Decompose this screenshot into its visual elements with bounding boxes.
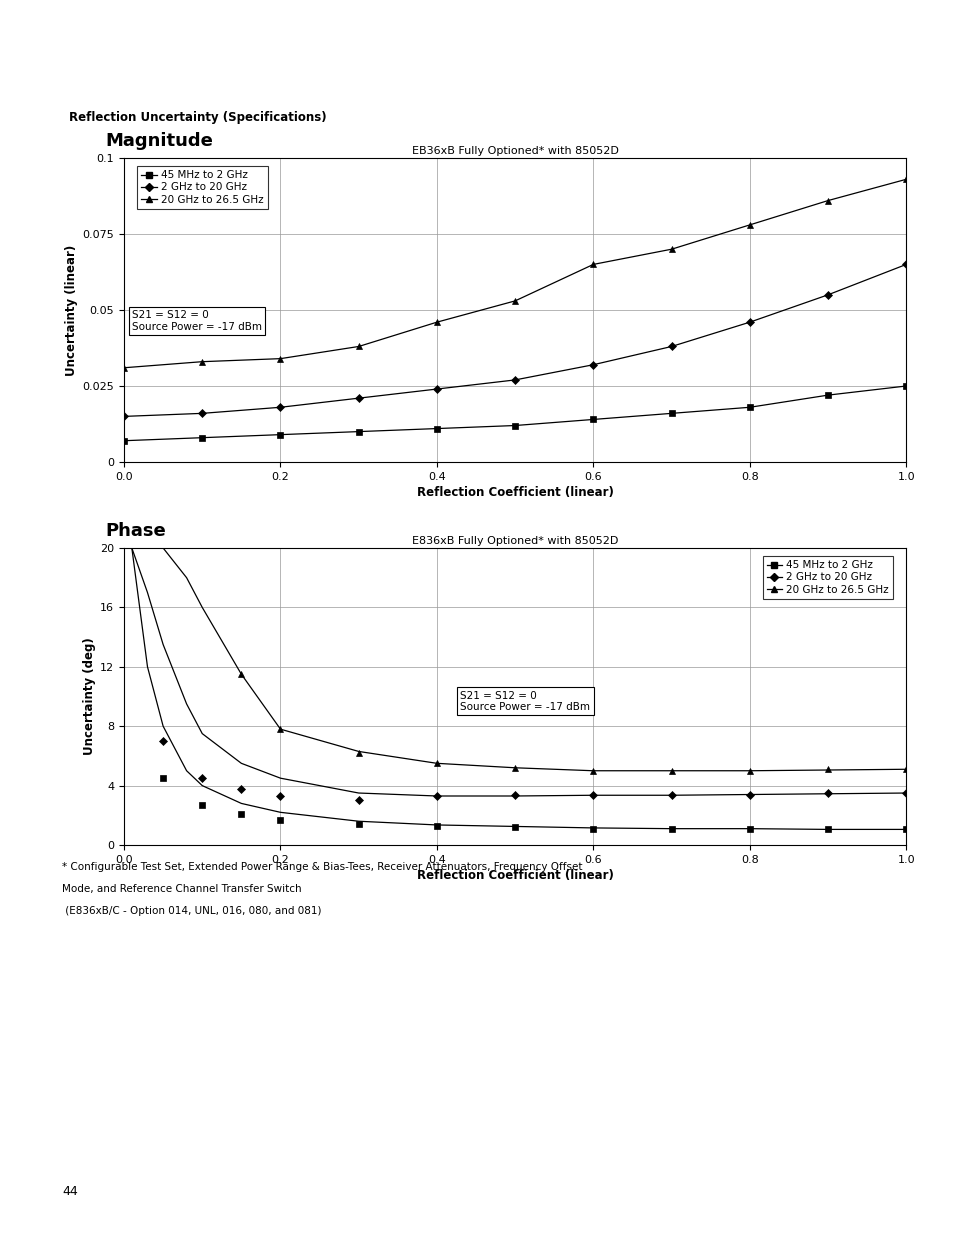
Legend: 45 MHz to 2 GHz, 2 GHz to 20 GHz, 20 GHz to 26.5 GHz: 45 MHz to 2 GHz, 2 GHz to 20 GHz, 20 GHz… (137, 167, 268, 209)
Title: E836xB Fully Optioned* with 85052D: E836xB Fully Optioned* with 85052D (412, 536, 618, 546)
X-axis label: Reflection Coefficient (linear): Reflection Coefficient (linear) (416, 485, 613, 499)
Text: (E836xB/C - Option 014, UNL, 016, 080, and 081): (E836xB/C - Option 014, UNL, 016, 080, a… (62, 906, 321, 916)
Legend: 45 MHz to 2 GHz, 2 GHz to 20 GHz, 20 GHz to 26.5 GHz: 45 MHz to 2 GHz, 2 GHz to 20 GHz, 20 GHz… (761, 556, 892, 599)
Text: Reflection Uncertainty (Specifications): Reflection Uncertainty (Specifications) (69, 111, 326, 125)
Text: S21 = S12 = 0
Source Power = -17 dBm: S21 = S12 = 0 Source Power = -17 dBm (132, 310, 261, 332)
Text: S21 = S12 = 0
Source Power = -17 dBm: S21 = S12 = 0 Source Power = -17 dBm (460, 690, 590, 713)
Text: 44: 44 (62, 1186, 78, 1198)
Y-axis label: Uncertainty (deg): Uncertainty (deg) (83, 637, 96, 756)
Text: Mode, and Reference Channel Transfer Switch: Mode, and Reference Channel Transfer Swi… (62, 884, 301, 894)
Text: Phase: Phase (105, 522, 166, 540)
Text: Magnitude: Magnitude (105, 132, 213, 149)
Y-axis label: Uncertainty (linear): Uncertainty (linear) (66, 245, 78, 375)
Title: EB36xB Fully Optioned* with 85052D: EB36xB Fully Optioned* with 85052D (412, 146, 618, 156)
X-axis label: Reflection Coefficient (linear): Reflection Coefficient (linear) (416, 869, 613, 882)
Text: * Configurable Test Set, Extended Power Range & Bias-Tees, Receiver Attenuators,: * Configurable Test Set, Extended Power … (62, 862, 582, 872)
